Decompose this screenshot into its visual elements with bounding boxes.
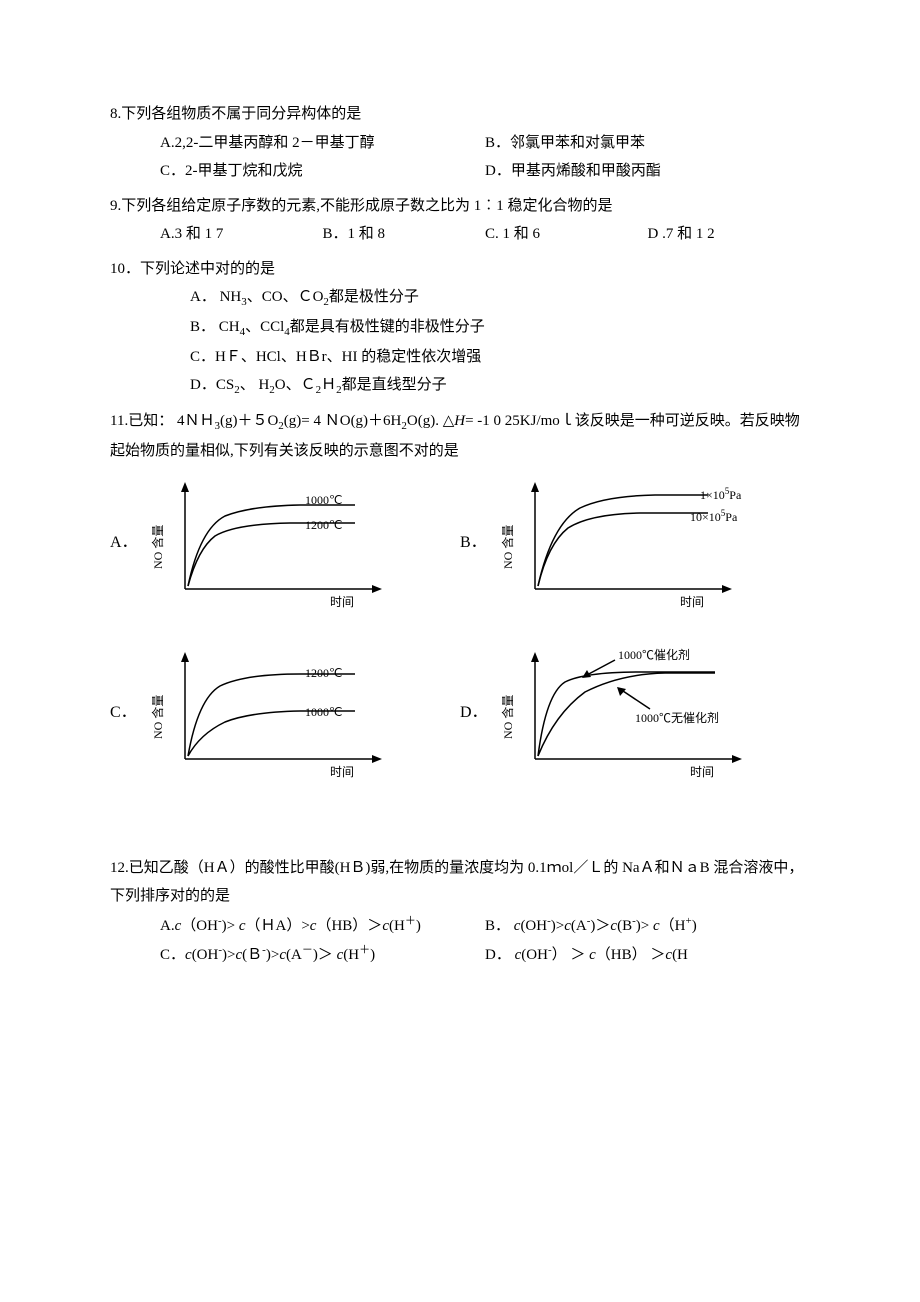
chart-c: C． 1200℃ 1000℃ NO 含量 时间 (110, 644, 460, 784)
q10-opt-b: B． CH4、CCl4都是具有极性键的非极性分子 (190, 313, 810, 343)
chart-a: A． 1000℃ 1200℃ NO 含量 时间 (110, 474, 460, 614)
svg-text:1000℃: 1000℃ (305, 705, 342, 719)
chart-d: D． 1000℃催化剂 1000℃无催化剂 NO 含量 时间 (460, 644, 810, 784)
q8-stem: 8.下列各组物质不属于同分异构体的是 (110, 100, 810, 129)
q8-opt-d: D．甲基丙烯酸和甲酸丙酯 (485, 157, 810, 186)
chart-c-svg: 1200℃ 1000℃ NO 含量 时间 (140, 644, 410, 784)
q12-opt-a: A.c（OH-)> c（ＨA）>c（HB）＞c(H＋) (160, 911, 485, 941)
q12-stem: 12.已知乙酸（HＡ）的酸性比甲酸(HＢ)弱,在物质的量浓度均为 0.1ｍol／… (110, 854, 810, 911)
q10-opt-c: C．HＦ、HCl、HＢr、HI 的稳定性依次增强 (190, 343, 810, 372)
q12-opt-c: C．c(OH-)>c(Ｂ-)>c(A－)＞ c(H＋) (160, 940, 485, 970)
chart-b-svg: 1×105Pa 10×105Pa NO 含量 时间 (490, 474, 790, 614)
q9-opt-c: C. 1 和 6 (485, 220, 648, 249)
svg-text:时间: 时间 (680, 595, 704, 609)
svg-text:1000℃无催化剂: 1000℃无催化剂 (635, 710, 719, 725)
q10-opt-a: A． NH3、CO、ＣO2都是极性分子 (190, 283, 810, 313)
svg-text:时间: 时间 (330, 595, 354, 609)
svg-text:时间: 时间 (330, 765, 354, 779)
q8-opt-b: B．邻氯甲苯和对氯甲苯 (485, 129, 810, 158)
q11-stem: 11.已知： 4ＮＨ3(g)＋５O2(g)= 4 ＮO(g)＋6H2O(g). … (110, 407, 810, 465)
q9-opt-d: D .7 和 1 2 (648, 220, 811, 249)
chart-b: B． 1×105Pa 10×105Pa NO 含量 时间 (460, 474, 810, 614)
q10-stem: 10．下列论述中对的的是 (110, 255, 810, 284)
question-9: 9.下列各组给定原子序数的元素,不能形成原子数之比为 1︰1 稳定化合物的是 A… (110, 192, 810, 249)
question-10: 10．下列论述中对的的是 A． NH3、CO、ＣO2都是极性分子 B． CH4、… (110, 255, 810, 402)
chart-d-svg: 1000℃催化剂 1000℃无催化剂 NO 含量 时间 (490, 644, 790, 784)
q9-opt-a: A.3 和 1 7 (160, 220, 323, 249)
chart-a-svg: 1000℃ 1200℃ NO 含量 时间 (140, 474, 410, 614)
question-11: 11.已知： 4ＮＨ3(g)＋５O2(g)= 4 ＮO(g)＋6H2O(g). … (110, 407, 810, 813)
svg-text:1000℃催化剂: 1000℃催化剂 (618, 647, 690, 662)
q10-opt-d: D．CS2、 H2O、Ｃ2Ｈ2都是直线型分子 (190, 371, 810, 401)
q12-opt-d: D． c(OH-） ＞ c（HB） ＞c(H (485, 940, 810, 970)
svg-text:时间: 时间 (690, 765, 714, 779)
question-12: 12.已知乙酸（HＡ）的酸性比甲酸(HＢ)弱,在物质的量浓度均为 0.1ｍol／… (110, 854, 810, 970)
svg-text:NO 含量: NO 含量 (500, 694, 515, 738)
svg-text:NO 含量: NO 含量 (150, 694, 165, 738)
svg-text:1000℃: 1000℃ (305, 493, 342, 507)
question-8: 8.下列各组物质不属于同分异构体的是 A.2,2-二甲基丙醇和 2－甲基丁醇 B… (110, 100, 810, 186)
svg-text:10×105Pa: 10×105Pa (690, 508, 738, 524)
svg-text:1×105Pa: 1×105Pa (700, 486, 742, 502)
q9-opt-b: B．1 和 8 (323, 220, 486, 249)
svg-text:1200℃: 1200℃ (305, 666, 342, 680)
q12-opt-b: B． c(OH-)>c(A-)＞c(B-)> c（H+) (485, 911, 810, 941)
svg-text:NO 含量: NO 含量 (150, 524, 165, 568)
q8-opt-c: C．2-甲基丁烷和戊烷 (160, 157, 485, 186)
q9-stem: 9.下列各组给定原子序数的元素,不能形成原子数之比为 1︰1 稳定化合物的是 (110, 192, 810, 221)
svg-text:NO 含量: NO 含量 (500, 524, 515, 568)
svg-text:1200℃: 1200℃ (305, 518, 342, 532)
q8-opt-a: A.2,2-二甲基丙醇和 2－甲基丁醇 (160, 129, 485, 158)
q11-charts: A． 1000℃ 1200℃ NO 含量 时间 B． (110, 474, 810, 814)
